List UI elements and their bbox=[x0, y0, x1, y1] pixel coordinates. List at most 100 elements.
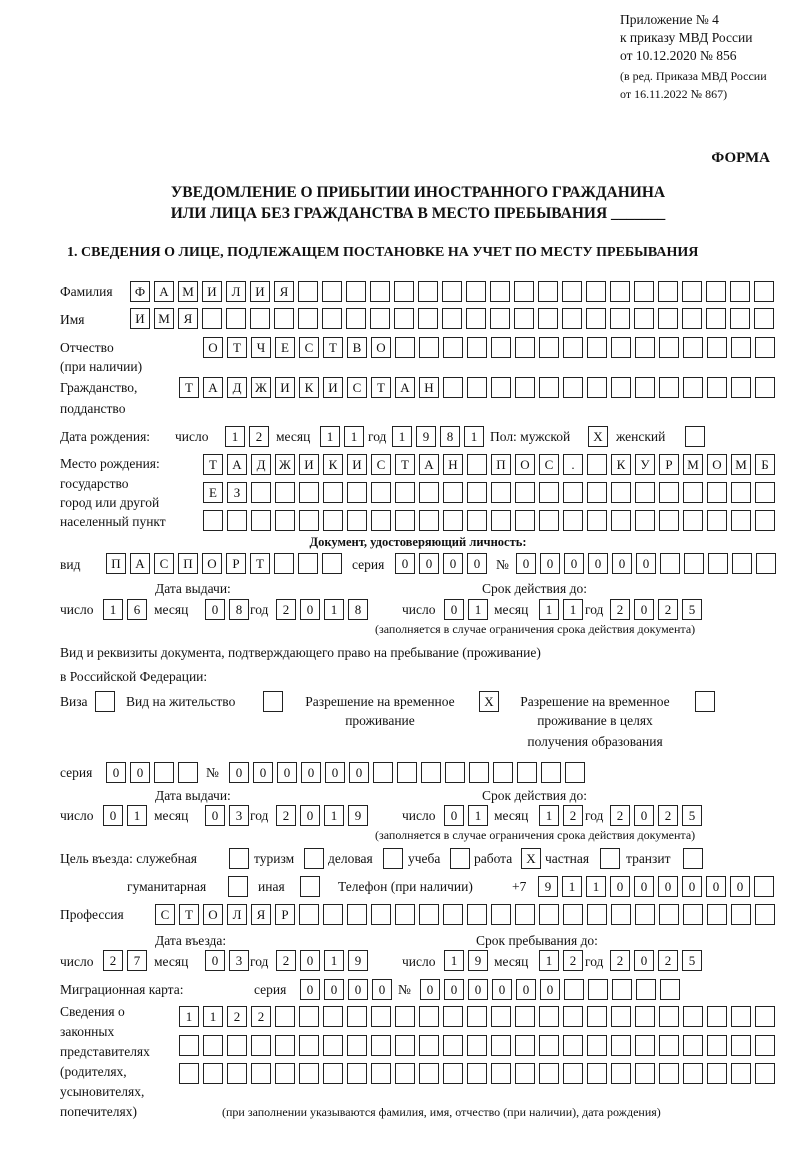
reps-row1-char-cell[interactable] bbox=[347, 1006, 367, 1027]
reps-row3-char-cell[interactable] bbox=[611, 1063, 631, 1084]
surname-char-cell[interactable]: Ф bbox=[130, 281, 150, 302]
reps-row3-char-cell[interactable] bbox=[755, 1063, 775, 1084]
id-series-char-cell[interactable]: 0 bbox=[443, 553, 463, 574]
surname-char-cell[interactable] bbox=[730, 281, 750, 302]
patronymic-char-cell[interactable]: Т bbox=[227, 337, 247, 358]
id-valid-day-char-cell[interactable]: 0 bbox=[444, 599, 464, 620]
stay-valid-day-char-cell[interactable]: 0 bbox=[444, 805, 464, 826]
purpose-study-checkbox[interactable] bbox=[450, 848, 470, 869]
birthplace-row2-char-cell[interactable] bbox=[275, 482, 295, 503]
birth-year-char-cell[interactable]: 9 bbox=[416, 426, 436, 447]
stay-number-char-cell[interactable] bbox=[373, 762, 393, 783]
surname-char-cell[interactable] bbox=[706, 281, 726, 302]
reps-row2-char-cell[interactable] bbox=[635, 1035, 655, 1056]
name-char-cell[interactable] bbox=[730, 308, 750, 329]
id-series-char-cell[interactable]: 0 bbox=[467, 553, 487, 574]
migration-number-char-cell[interactable] bbox=[636, 979, 656, 1000]
reps-row2-char-cell[interactable] bbox=[251, 1035, 271, 1056]
phone-char-cell[interactable]: 0 bbox=[658, 876, 678, 897]
reps-row2-char-cell[interactable] bbox=[731, 1035, 751, 1056]
id-valid-day-char-cell[interactable]: 1 bbox=[468, 599, 488, 620]
reps-row3-char-cell[interactable] bbox=[299, 1063, 319, 1084]
name-char-cell[interactable] bbox=[442, 308, 462, 329]
name-char-cell[interactable]: М bbox=[154, 308, 174, 329]
reps-row1-char-cell[interactable] bbox=[659, 1006, 679, 1027]
citizenship-char-cell[interactable] bbox=[635, 377, 655, 398]
citizenship-char-cell[interactable]: К bbox=[299, 377, 319, 398]
citizenship-char-cell[interactable] bbox=[515, 377, 535, 398]
birthplace-row2-char-cell[interactable] bbox=[563, 482, 583, 503]
birthplace-row3-char-cell[interactable] bbox=[419, 510, 439, 531]
stay-valid-year-char-cell[interactable]: 2 bbox=[610, 805, 630, 826]
reps-row2-char-cell[interactable] bbox=[227, 1035, 247, 1056]
reps-row2-char-cell[interactable] bbox=[683, 1035, 703, 1056]
birthplace-row2-char-cell[interactable] bbox=[347, 482, 367, 503]
stay-series-char-cell[interactable]: 0 bbox=[106, 762, 126, 783]
citizenship-char-cell[interactable] bbox=[659, 377, 679, 398]
patronymic-char-cell[interactable] bbox=[443, 337, 463, 358]
patronymic-char-cell[interactable]: С bbox=[299, 337, 319, 358]
patronymic-char-cell[interactable] bbox=[467, 337, 487, 358]
patronymic-char-cell[interactable]: Ч bbox=[251, 337, 271, 358]
entry-month-char-cell[interactable]: 0 bbox=[205, 950, 225, 971]
surname-char-cell[interactable]: А bbox=[154, 281, 174, 302]
birthplace-row1-char-cell[interactable] bbox=[467, 454, 487, 475]
birthplace-row1-char-cell[interactable]: Д bbox=[251, 454, 271, 475]
birthplace-row2-char-cell[interactable] bbox=[731, 482, 751, 503]
id-valid-year-char-cell[interactable]: 2 bbox=[658, 599, 678, 620]
name-char-cell[interactable] bbox=[634, 308, 654, 329]
surname-char-cell[interactable] bbox=[418, 281, 438, 302]
patronymic-char-cell[interactable] bbox=[635, 337, 655, 358]
id-number-char-cell[interactable]: 0 bbox=[564, 553, 584, 574]
citizenship-char-cell[interactable]: Т bbox=[179, 377, 199, 398]
profession-char-cell[interactable] bbox=[755, 904, 775, 925]
surname-char-cell[interactable] bbox=[322, 281, 342, 302]
name-char-cell[interactable]: И bbox=[130, 308, 150, 329]
id-number-char-cell[interactable]: 0 bbox=[588, 553, 608, 574]
birthplace-row3-char-cell[interactable] bbox=[275, 510, 295, 531]
stay-issue-month-char-cell[interactable]: 0 bbox=[205, 805, 225, 826]
birthplace-row2-char-cell[interactable] bbox=[491, 482, 511, 503]
reps-row3-char-cell[interactable] bbox=[419, 1063, 439, 1084]
id-issue-day-char-cell[interactable]: 1 bbox=[103, 599, 123, 620]
id-number-char-cell[interactable]: 0 bbox=[540, 553, 560, 574]
migration-series-char-cell[interactable]: 0 bbox=[324, 979, 344, 1000]
patronymic-char-cell[interactable] bbox=[563, 337, 583, 358]
stay-number-char-cell[interactable] bbox=[541, 762, 561, 783]
profession-char-cell[interactable] bbox=[731, 904, 751, 925]
entry-day-char-cell[interactable]: 7 bbox=[127, 950, 147, 971]
id-valid-year-char-cell[interactable]: 5 bbox=[682, 599, 702, 620]
birthplace-row1-char-cell[interactable]: И bbox=[347, 454, 367, 475]
birthplace-row2-char-cell[interactable] bbox=[443, 482, 463, 503]
id-kind-char-cell[interactable]: Т bbox=[250, 553, 270, 574]
surname-char-cell[interactable]: М bbox=[178, 281, 198, 302]
reps-row2-char-cell[interactable] bbox=[419, 1035, 439, 1056]
profession-char-cell[interactable] bbox=[347, 904, 367, 925]
stay-until-day-char-cell[interactable]: 1 bbox=[444, 950, 464, 971]
surname-char-cell[interactable] bbox=[466, 281, 486, 302]
birthplace-row2-char-cell[interactable] bbox=[251, 482, 271, 503]
stay-series-char-cell[interactable] bbox=[154, 762, 174, 783]
stay-issue-month-char-cell[interactable]: 3 bbox=[229, 805, 249, 826]
surname-char-cell[interactable] bbox=[610, 281, 630, 302]
patronymic-char-cell[interactable] bbox=[587, 337, 607, 358]
reps-row3-char-cell[interactable] bbox=[371, 1063, 391, 1084]
name-char-cell[interactable] bbox=[586, 308, 606, 329]
reps-row3-char-cell[interactable] bbox=[683, 1063, 703, 1084]
name-char-cell[interactable]: Я bbox=[178, 308, 198, 329]
birth-year-char-cell[interactable]: 1 bbox=[464, 426, 484, 447]
birthplace-row3-char-cell[interactable] bbox=[251, 510, 271, 531]
birthplace-row1-char-cell[interactable]: И bbox=[299, 454, 319, 475]
purpose-transit-checkbox[interactable] bbox=[683, 848, 703, 869]
profession-char-cell[interactable]: Л bbox=[227, 904, 247, 925]
profession-char-cell[interactable] bbox=[587, 904, 607, 925]
reps-row3-char-cell[interactable] bbox=[707, 1063, 727, 1084]
citizenship-char-cell[interactable] bbox=[755, 377, 775, 398]
birthplace-row3-char-cell[interactable] bbox=[755, 510, 775, 531]
reps-row3-char-cell[interactable] bbox=[731, 1063, 751, 1084]
patronymic-char-cell[interactable] bbox=[659, 337, 679, 358]
reps-row1-char-cell[interactable] bbox=[563, 1006, 583, 1027]
reps-row3-char-cell[interactable] bbox=[587, 1063, 607, 1084]
birthplace-row2-char-cell[interactable] bbox=[299, 482, 319, 503]
birthplace-row1-char-cell[interactable] bbox=[587, 454, 607, 475]
